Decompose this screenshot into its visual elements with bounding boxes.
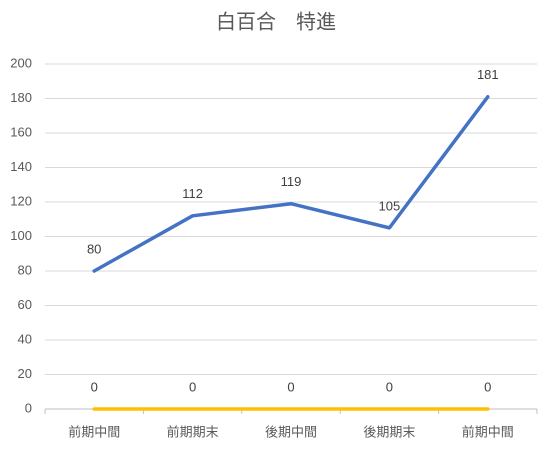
y-tick-label: 160: [10, 124, 32, 139]
y-tick-label: 180: [10, 90, 32, 105]
y-tick-label: 200: [10, 55, 32, 70]
y-tick-label: 20: [18, 366, 32, 381]
chart-title: 白百合 特進: [216, 10, 336, 33]
data-label: 0: [189, 379, 196, 394]
y-tick-label: 40: [18, 331, 32, 346]
y-tick-label: 60: [18, 297, 32, 312]
x-tick-label: 後期中間: [265, 424, 317, 439]
data-label: 112: [182, 186, 203, 201]
data-label: 0: [386, 379, 393, 394]
x-tick-label: 前期期末: [167, 424, 219, 439]
series-line: [92, 95, 490, 273]
y-tick-label: 0: [25, 400, 32, 415]
data-label: 105: [379, 198, 401, 213]
data-label: 119: [281, 174, 302, 189]
y-tick-label: 100: [10, 228, 32, 243]
x-tick-label: 前期中間: [462, 424, 514, 439]
data-label: 181: [477, 67, 499, 82]
y-tick-label: 140: [10, 159, 32, 174]
y-tick-label: 80: [18, 262, 32, 277]
y-tick-label: 120: [10, 193, 32, 208]
data-label: 0: [91, 379, 98, 394]
data-label: 80: [87, 241, 101, 256]
data-label: 0: [287, 379, 294, 394]
x-tick-label: 後期期末: [363, 424, 415, 439]
data-label: 0: [484, 379, 491, 394]
x-tick-label: 前期中間: [68, 424, 120, 439]
